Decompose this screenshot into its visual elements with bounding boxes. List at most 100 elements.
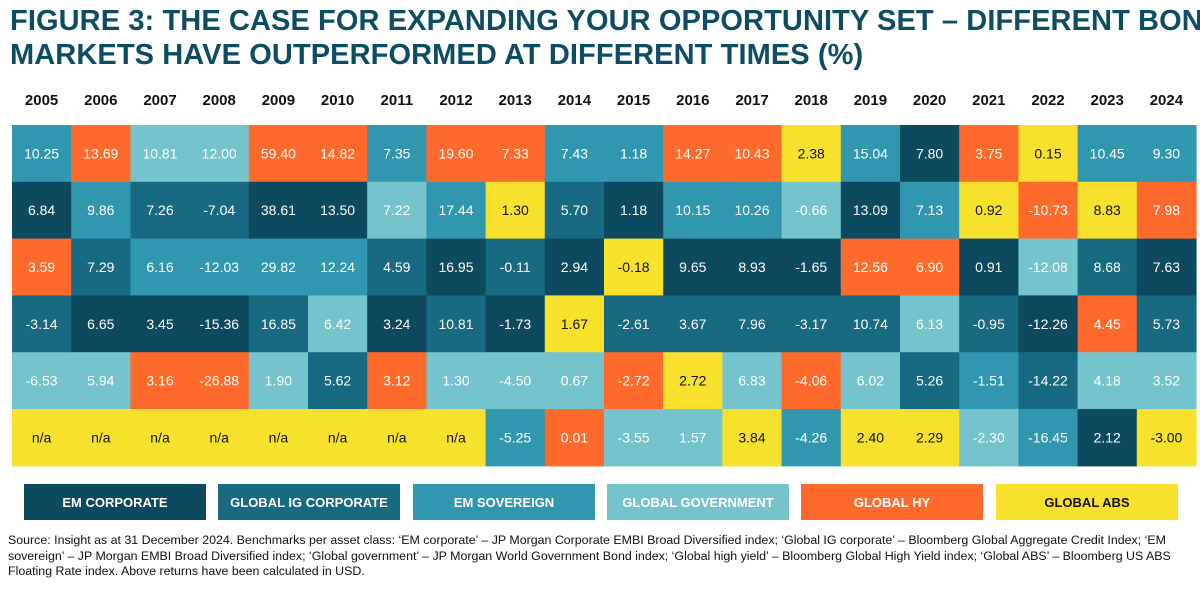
return-cell bbox=[248, 352, 309, 410]
return-value: -15.36 bbox=[199, 316, 239, 332]
legend-item: GLOBAL HY bbox=[801, 484, 983, 520]
legend-item: GLOBAL GOVERNMENT bbox=[607, 484, 789, 520]
return-value: 16.85 bbox=[261, 316, 296, 332]
return-cell bbox=[71, 181, 131, 240]
year-label: 2020 bbox=[913, 92, 946, 109]
return-value: 0.92 bbox=[975, 202, 1002, 218]
return-value: 14.27 bbox=[675, 145, 710, 161]
return-cell bbox=[130, 352, 191, 410]
return-cell bbox=[130, 409, 191, 467]
return-value: n/a bbox=[32, 429, 52, 445]
return-value: -1.65 bbox=[795, 259, 827, 275]
return-cell bbox=[544, 181, 605, 240]
year-label: 2019 bbox=[854, 92, 887, 109]
year-label: 2017 bbox=[735, 92, 768, 109]
return-cell bbox=[426, 295, 487, 353]
return-value: n/a bbox=[269, 429, 289, 445]
return-value: 2.40 bbox=[857, 429, 884, 445]
return-cell bbox=[12, 409, 72, 467]
title-line-2: MARKETS HAVE OUTPERFORMED AT DIFFERENT T… bbox=[10, 39, 864, 71]
return-cell bbox=[604, 125, 664, 183]
return-cell bbox=[663, 352, 723, 410]
return-cell bbox=[189, 238, 250, 296]
return-cell bbox=[130, 295, 191, 353]
return-cell bbox=[781, 125, 842, 183]
return-cell bbox=[722, 295, 783, 353]
year-label: 2018 bbox=[795, 92, 828, 109]
return-value: -0.11 bbox=[500, 259, 531, 275]
chart-title: FIGURE 3: THE CASE FOR EXPANDING YOUR OP… bbox=[10, 4, 1200, 72]
return-value: 19.60 bbox=[438, 145, 473, 161]
return-cell bbox=[308, 295, 368, 353]
return-value: 0.67 bbox=[561, 373, 588, 389]
return-cell bbox=[663, 295, 723, 353]
return-cell bbox=[959, 409, 1019, 467]
return-value: -0.66 bbox=[795, 202, 827, 218]
return-cell bbox=[485, 352, 546, 410]
return-value: -4.26 bbox=[795, 429, 827, 445]
return-value: 6.84 bbox=[28, 202, 55, 218]
return-value: 1.30 bbox=[442, 373, 469, 389]
return-value: 38.61 bbox=[261, 202, 296, 218]
return-value: -12.08 bbox=[1028, 259, 1068, 275]
return-cell bbox=[900, 238, 960, 296]
return-cell bbox=[604, 409, 664, 467]
return-value: -2.72 bbox=[618, 373, 650, 389]
return-value: 7.26 bbox=[146, 202, 173, 218]
return-value: 0.91 bbox=[975, 259, 1002, 275]
return-cell bbox=[1018, 295, 1079, 353]
return-cell bbox=[959, 181, 1019, 240]
return-value: -0.18 bbox=[618, 259, 650, 275]
year-label: 2022 bbox=[1031, 92, 1064, 109]
return-cell bbox=[604, 181, 664, 240]
return-cell bbox=[959, 352, 1019, 410]
return-cell bbox=[900, 181, 960, 240]
return-value: n/a bbox=[328, 429, 348, 445]
return-value: 1.18 bbox=[620, 202, 647, 218]
return-value: 6.90 bbox=[916, 259, 943, 275]
return-cell bbox=[367, 125, 427, 183]
return-cell bbox=[544, 238, 605, 296]
return-value: 7.80 bbox=[916, 145, 943, 161]
return-cell bbox=[426, 409, 487, 467]
return-cell bbox=[1077, 125, 1138, 183]
return-value: -6.53 bbox=[26, 373, 58, 389]
return-value: n/a bbox=[150, 429, 170, 445]
return-value: 7.22 bbox=[383, 202, 410, 218]
return-cell bbox=[130, 181, 191, 240]
return-value: 6.16 bbox=[146, 259, 173, 275]
return-cell bbox=[1077, 238, 1138, 296]
return-value: 4.18 bbox=[1094, 373, 1121, 389]
return-cell bbox=[248, 409, 309, 467]
return-value: 3.59 bbox=[28, 259, 55, 275]
return-cell bbox=[781, 352, 842, 410]
return-cell bbox=[248, 295, 309, 353]
return-cell bbox=[840, 295, 901, 353]
return-cell bbox=[1018, 125, 1079, 183]
return-cell bbox=[663, 238, 723, 296]
return-value: 6.13 bbox=[916, 316, 943, 332]
return-value: -1.73 bbox=[499, 316, 531, 332]
return-value: -3.55 bbox=[618, 429, 650, 445]
return-value: -14.22 bbox=[1028, 373, 1068, 389]
return-cell bbox=[722, 238, 783, 296]
return-cell bbox=[900, 125, 960, 183]
return-cell bbox=[781, 181, 842, 240]
return-cell bbox=[900, 352, 960, 410]
return-value: 3.84 bbox=[738, 429, 765, 445]
year-label: 2011 bbox=[381, 92, 414, 109]
return-value: -2.61 bbox=[618, 316, 650, 332]
return-value: 5.94 bbox=[87, 373, 114, 389]
return-cell bbox=[1136, 295, 1197, 353]
return-cell bbox=[544, 125, 605, 183]
return-cell bbox=[544, 352, 605, 410]
return-value: 5.70 bbox=[561, 202, 588, 218]
return-value: 6.65 bbox=[87, 316, 114, 332]
return-cell bbox=[71, 352, 131, 410]
year-label: 2016 bbox=[676, 92, 709, 109]
year-label: 2007 bbox=[143, 92, 176, 109]
return-cell bbox=[485, 238, 546, 296]
return-value: n/a bbox=[446, 429, 466, 445]
return-value: -26.88 bbox=[199, 373, 239, 389]
return-value: 29.82 bbox=[261, 259, 296, 275]
